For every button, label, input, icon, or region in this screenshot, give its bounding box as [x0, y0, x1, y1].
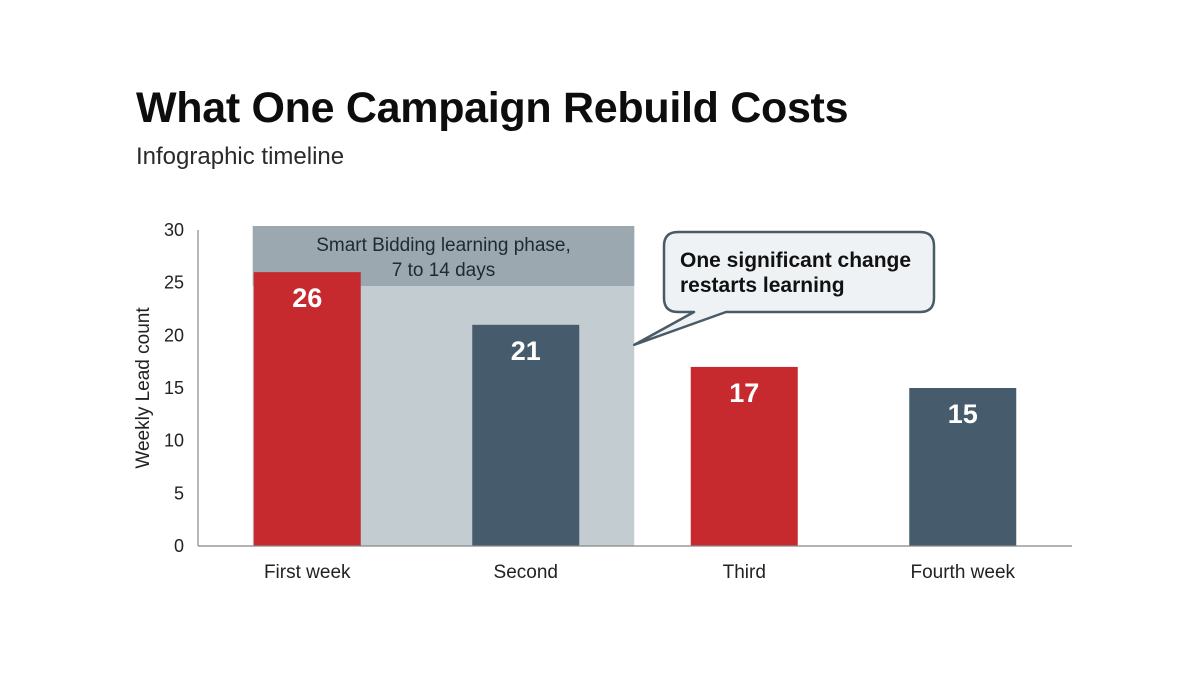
x-category-label-1: First week	[264, 562, 351, 583]
y-tick-label-5: 5	[174, 483, 184, 503]
y-tick-label-30: 30	[164, 220, 184, 240]
callout-text-line1: One significant change	[680, 249, 911, 272]
chart-subtitle: Infographic timeline	[136, 143, 345, 170]
bar-value-label-4: 15	[948, 399, 978, 429]
y-axis-title: Weekly Lead count	[133, 307, 154, 469]
bar-1	[253, 272, 361, 546]
bar-3	[690, 366, 798, 546]
axes: 0 5 10 15 20 25 30 First week Second Third Fourth …	[133, 220, 1072, 583]
callout-text-line2: restarts learning	[680, 274, 845, 297]
learning-phase-label-line2: 7 to 14 days	[392, 260, 496, 281]
bar-value-label-1: 26	[292, 283, 322, 313]
bar-value-label-3: 17	[729, 378, 759, 408]
callout-bubble	[633, 230, 936, 347]
bars: 26 21 17 15	[253, 272, 1017, 546]
chart-title: What One Campaign Rebuild Costs	[136, 84, 849, 132]
bar-value-label-2: 21	[511, 336, 541, 366]
y-tick-label-25: 25	[164, 273, 184, 293]
bar-4	[909, 388, 1017, 546]
y-tick-label-20: 20	[164, 325, 184, 345]
x-category-label-2: Second	[494, 562, 558, 583]
y-tick-label-10: 10	[164, 431, 184, 451]
y-tick-label-15: 15	[164, 378, 184, 398]
learning-phase-label-line1: Smart Bidding learning phase,	[316, 235, 571, 256]
bar-2	[472, 324, 580, 546]
x-category-label-3: Third	[723, 562, 766, 583]
x-category-label-4: Fourth week	[910, 562, 1015, 583]
y-tick-label-0: 0	[174, 536, 184, 556]
